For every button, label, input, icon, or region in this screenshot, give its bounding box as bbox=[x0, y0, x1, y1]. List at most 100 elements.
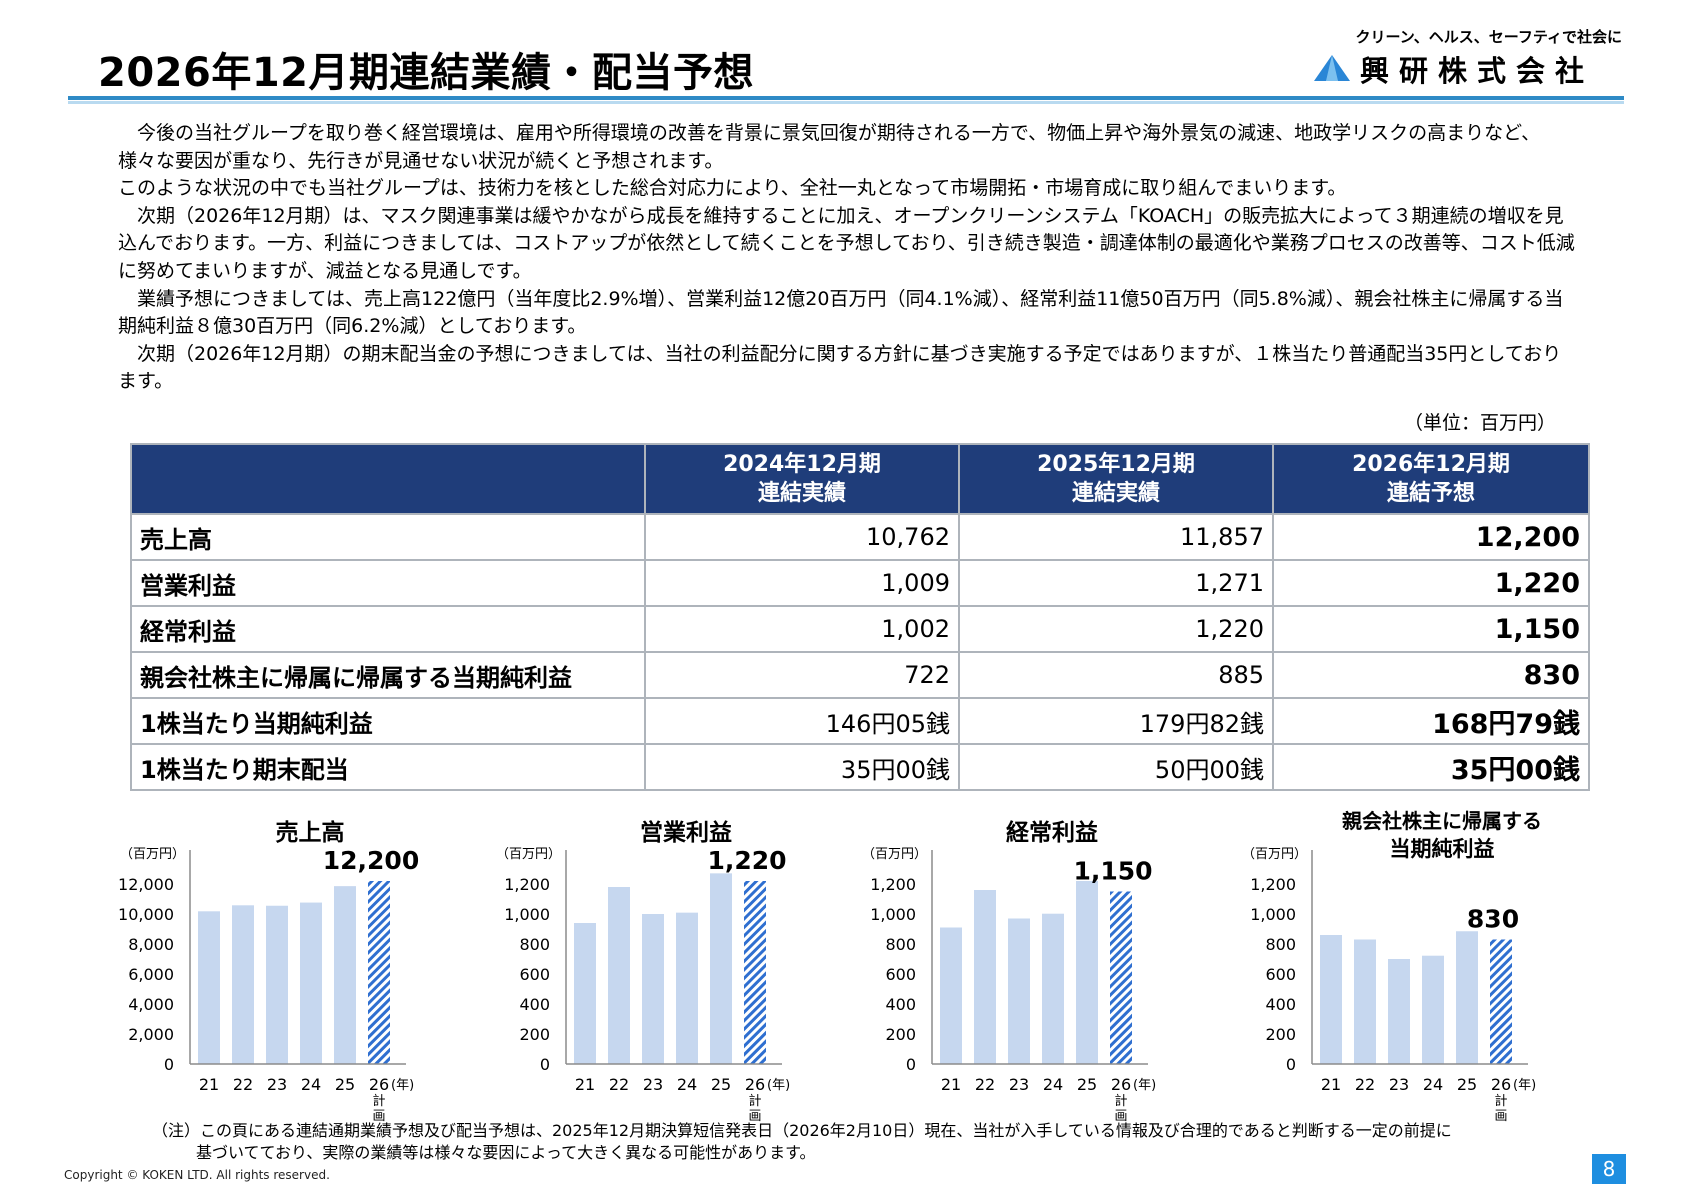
header-cell-empty bbox=[130, 443, 646, 515]
bar bbox=[1456, 931, 1478, 1064]
cell-2026: 12,200 bbox=[1272, 513, 1590, 561]
x-tick-label: 25 bbox=[1457, 1075, 1477, 1094]
y-tick-label: 1,200 bbox=[870, 875, 916, 894]
y-tick-label: 1,200 bbox=[1250, 875, 1296, 894]
y-tick-label: 12,000 bbox=[118, 875, 174, 894]
company-logo: クリーン、ヘルス、セーフティで社会に 興研株式会社 bbox=[1306, 26, 1622, 88]
row-label: 親会社株主に帰属に帰属する当期純利益 bbox=[130, 651, 646, 699]
x-tick-label: 26 bbox=[1111, 1075, 1131, 1094]
unit-label: （単位：百万円） bbox=[1404, 412, 1557, 434]
paragraph: 次期（2026年12月期）の期末配当金の予想につきましては、当社の利益配分に関す… bbox=[118, 342, 1562, 393]
y-tick-label: 800 bbox=[519, 935, 550, 954]
bar bbox=[1354, 939, 1376, 1064]
paragraph: 業績予想につきましては、売上高122億円（当年度比2.9%増）、営業利益12億2… bbox=[118, 287, 1564, 338]
chart-unit-label: （百万円） bbox=[862, 847, 927, 862]
paragraph: 次期（2026年12月期）は、マスク関連事業は緩やかながら成長を維持することに加… bbox=[118, 204, 1575, 282]
cell-2026: 35円00銭 bbox=[1272, 743, 1590, 791]
bar bbox=[642, 914, 664, 1064]
y-tick-label: 200 bbox=[1265, 1025, 1296, 1044]
x-tick-label: 22 bbox=[233, 1075, 253, 1094]
x-tick-label: 23 bbox=[643, 1075, 663, 1094]
bar-plan bbox=[1490, 939, 1512, 1064]
cell-2026: 1,150 bbox=[1272, 605, 1590, 653]
y-tick-label: 600 bbox=[519, 965, 550, 984]
bar bbox=[608, 887, 630, 1064]
year-suffix-label: (年) bbox=[391, 1078, 414, 1093]
bar bbox=[198, 911, 220, 1064]
logo-company-name: 興研株式会社 bbox=[1360, 54, 1595, 88]
bar bbox=[974, 890, 996, 1064]
chart-title: 経常利益 bbox=[1006, 819, 1098, 846]
logo-tagline: クリーン、ヘルス、セーフティで社会に bbox=[1355, 28, 1622, 46]
chart-svg: 親会社株主に帰属する当期純利益 （百万円） 0 200 400 600 800 1,000 1,… bbox=[1242, 809, 1542, 1124]
cell-2024: 10,762 bbox=[644, 513, 960, 561]
x-tick-label: 26 bbox=[745, 1075, 765, 1094]
x-tick-label: 26 bbox=[369, 1075, 389, 1094]
paragraph: このような状況の中でも当社グループは、技術力を核とした総合対応力により、全社一丸… bbox=[118, 177, 1347, 200]
plan-label: 画 bbox=[748, 1109, 761, 1124]
y-tick-label: 6,000 bbox=[128, 965, 174, 984]
bar bbox=[334, 886, 356, 1064]
cell-2024: 1,009 bbox=[644, 559, 960, 607]
page-number: 8 bbox=[1592, 1154, 1626, 1184]
y-tick-label: 800 bbox=[1265, 935, 1296, 954]
header-cell-2024: 2024年12月期 連結実績 bbox=[644, 443, 960, 515]
cell-2025: 11,857 bbox=[958, 513, 1274, 561]
bar bbox=[300, 902, 322, 1064]
y-tick-label: 1,200 bbox=[504, 875, 550, 894]
y-tick-label: 4,000 bbox=[128, 995, 174, 1014]
cell-2025: 50円00銭 bbox=[958, 743, 1274, 791]
chart-net-sales: 売上高 （百万円） 0 2,000 4,000 6,000 8,000 10,000 12,00… bbox=[110, 810, 470, 1124]
bar bbox=[940, 927, 962, 1064]
header-cell-2025: 2025年12月期 連結実績 bbox=[958, 443, 1274, 515]
plan-label: 画 bbox=[1494, 1109, 1507, 1124]
table-row: 経常利益 1,002 1,220 1,150 bbox=[130, 605, 1590, 653]
chart-title: 親会社株主に帰属する bbox=[1342, 809, 1542, 833]
header-cell-2026: 2026年12月期 連結予想 bbox=[1272, 443, 1590, 515]
x-tick-label: 23 bbox=[1009, 1075, 1029, 1094]
y-tick-label: 0 bbox=[540, 1055, 550, 1074]
y-tick-label: 1,000 bbox=[1250, 905, 1296, 924]
year-suffix-label: (年) bbox=[767, 1078, 790, 1093]
chart-unit-label: （百万円） bbox=[120, 847, 185, 862]
header-divider-light bbox=[68, 101, 1624, 104]
row-label: 1株当たり当期純利益 bbox=[130, 697, 646, 745]
bar bbox=[1076, 881, 1098, 1064]
x-tick-label: 22 bbox=[975, 1075, 995, 1094]
bar bbox=[574, 923, 596, 1064]
koken-mark-icon bbox=[1314, 55, 1350, 81]
chart-unit-label: （百万円） bbox=[1242, 847, 1307, 862]
bar-plan bbox=[368, 881, 390, 1064]
chart-svg: 営業利益 （百万円） 0 200 400 600 800 1,000 1,200 21 22 23 24… bbox=[496, 819, 790, 1124]
y-tick-label: 200 bbox=[885, 1025, 916, 1044]
bar bbox=[1320, 935, 1342, 1064]
x-tick-label: 24 bbox=[677, 1075, 697, 1094]
chart-unit-label: （百万円） bbox=[496, 847, 561, 862]
chart-title: 当期純利益 bbox=[1390, 837, 1495, 861]
chart-title: 売上高 bbox=[276, 819, 345, 846]
results-table: 2024年12月期 連結実績 2025年12月期 連結実績 2026年12月期 連結予… bbox=[130, 443, 1590, 791]
year-suffix-label: (年) bbox=[1133, 1078, 1156, 1093]
bar bbox=[232, 905, 254, 1064]
y-tick-label: 400 bbox=[1265, 995, 1296, 1014]
year-suffix-label: (年) bbox=[1513, 1078, 1536, 1093]
chart-ordinary-profit: 経常利益 （百万円） 0 200 400 600 800 1,000 1,200 21 22 23 24… bbox=[852, 810, 1212, 1124]
y-tick-label: 10,000 bbox=[118, 905, 174, 924]
highlight-value-label: 1,220 bbox=[707, 846, 786, 875]
chart-operating-profit: 営業利益 （百万円） 0 200 400 600 800 1,000 1,200 21 22 23 24… bbox=[486, 810, 846, 1124]
cell-2024: 35円00銭 bbox=[644, 743, 960, 791]
x-tick-label: 23 bbox=[1389, 1075, 1409, 1094]
y-tick-label: 600 bbox=[1265, 965, 1296, 984]
bar-plan bbox=[744, 881, 766, 1064]
note-line: （注）この頁にある連結通期業績予想及び配当予想は、2025年12月期決算短信発表… bbox=[152, 1121, 1452, 1140]
bar bbox=[710, 873, 732, 1064]
chart-net-income: 親会社株主に帰属する 当期純利益 （百万円） 0 200 400 600 800 1,000 1,… bbox=[1232, 809, 1592, 1124]
x-tick-label: 25 bbox=[1077, 1075, 1097, 1094]
y-tick-label: 400 bbox=[885, 995, 916, 1014]
x-tick-label: 24 bbox=[1423, 1075, 1443, 1094]
plan-label: 計 bbox=[1114, 1093, 1127, 1109]
cell-2024: 1,002 bbox=[644, 605, 960, 653]
y-tick-label: 2,000 bbox=[128, 1025, 174, 1044]
cell-2025: 1,220 bbox=[958, 605, 1274, 653]
cell-2025: 1,271 bbox=[958, 559, 1274, 607]
